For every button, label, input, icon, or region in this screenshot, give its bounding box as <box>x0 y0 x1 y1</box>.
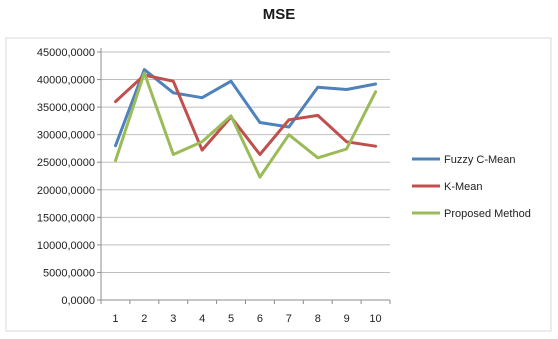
chart-title: MSE <box>262 6 296 23</box>
plot-area-border <box>5 37 552 332</box>
series-line-3 <box>114 71 378 179</box>
x-tick-label: 6 <box>257 313 263 325</box>
y-tick-label: 40000,0000 <box>37 75 95 87</box>
x-tick-label: 5 <box>228 313 234 325</box>
y-tick-label: 30000,0000 <box>37 130 95 142</box>
x-tick-label: 4 <box>199 313 205 325</box>
x-tick-label: 10 <box>369 313 381 325</box>
y-tick-label: 15000,0000 <box>37 212 95 224</box>
series-line-1 <box>114 68 378 148</box>
x-tick-label: 8 <box>315 313 321 325</box>
y-tick-label: 45000,0000 <box>37 47 95 59</box>
x-tick-label: 7 <box>286 313 292 325</box>
x-tick-label: 3 <box>170 313 176 325</box>
legend-label-3: Proposed Method <box>444 208 531 220</box>
x-tick-label: 2 <box>141 313 147 325</box>
x-tick-label: 1 <box>112 313 118 325</box>
y-tick-label: 10000,0000 <box>37 240 95 252</box>
y-tick-label: 25000,0000 <box>37 157 95 169</box>
legend-label-1: Fuzzy C-Mean <box>444 154 516 166</box>
y-tick-label: 5000,0000 <box>43 267 95 279</box>
y-tick-label: 0,0000 <box>61 295 95 307</box>
series-line-2 <box>114 73 378 156</box>
y-tick-label: 20000,0000 <box>37 185 95 197</box>
x-tick-label: 9 <box>344 313 350 325</box>
legend-label-2: K-Mean <box>444 181 483 193</box>
y-tick-label: 35000,0000 <box>37 102 95 114</box>
